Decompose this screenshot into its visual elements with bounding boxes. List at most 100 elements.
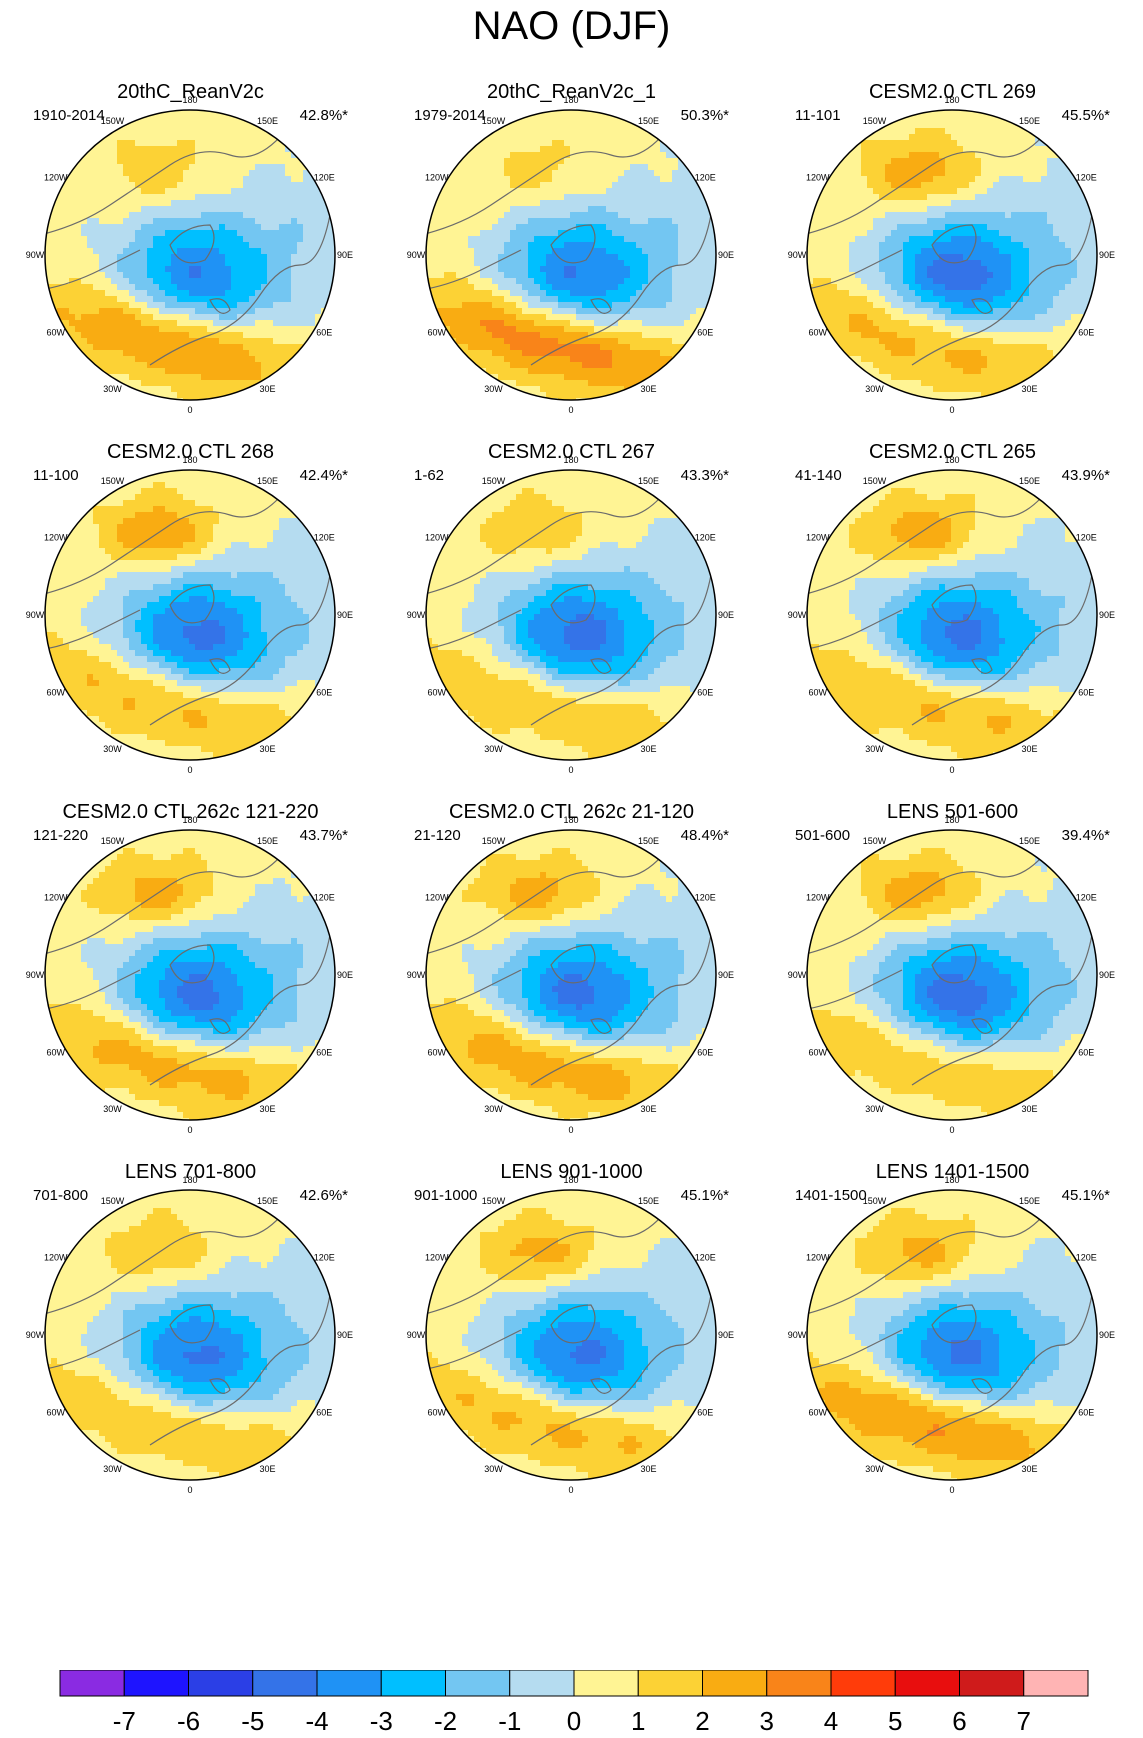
longitude-label: 90E: [718, 1330, 734, 1340]
colorbar-swatch: [123, 1670, 189, 1697]
longitude-label: 60E: [697, 328, 713, 338]
longitude-label: 0: [568, 765, 573, 775]
longitude-label: 30W: [103, 1104, 122, 1114]
colorbar-tick-label: -2: [434, 1706, 457, 1736]
variance-label: 45.5%*: [1062, 107, 1111, 124]
colorbar-swatch: [316, 1670, 382, 1697]
longitude-label: 180: [944, 95, 959, 105]
colorbar-swatch: [959, 1670, 1025, 1697]
longitude-label: 120W: [44, 173, 68, 183]
figure-title: NAO (DJF): [0, 2, 1143, 50]
longitude-label: 60E: [316, 1048, 332, 1058]
panel-title: 20thC_ReanV2c: [0, 80, 381, 104]
panel-title: CESM2.0 CTL 265: [762, 440, 1143, 464]
longitude-label: 30E: [640, 744, 656, 754]
longitude-label: 120E: [1076, 893, 1097, 903]
longitude-label: 150E: [1019, 476, 1040, 486]
polar-map: 180 150W 120W 90W 60W 30W 0 30E 60E 90E 120E 150E 19…: [407, 95, 734, 415]
longitude-label: 120E: [1076, 1253, 1097, 1263]
longitude-label: 120W: [806, 893, 830, 903]
longitude-label: 30E: [640, 1464, 656, 1474]
longitude-label: 90E: [718, 610, 734, 620]
variance-label: 42.6%*: [300, 1187, 349, 1204]
panel-2: 20thC_ReanV2c_1 180 150W 120W 90W 60W 30W 0 30E 6…: [381, 0, 762, 415]
variance-label: 43.3%*: [681, 467, 730, 484]
longitude-label: 60W: [428, 1048, 447, 1058]
longitude-label: 90E: [337, 970, 353, 980]
longitude-label: 0: [949, 1485, 954, 1495]
panel-title: LENS 501-600: [762, 800, 1143, 824]
longitude-label: 60W: [809, 688, 828, 698]
panel-10: LENS 701-800 180 150W 120W 90W 60W 30W 0 30E 60E 9…: [0, 1080, 381, 1495]
longitude-label: 180: [182, 815, 197, 825]
longitude-label: 30E: [640, 384, 656, 394]
longitude-label: 120E: [695, 1253, 716, 1263]
longitude-label: 0: [187, 1125, 192, 1135]
longitude-label: 120W: [44, 533, 68, 543]
longitude-label: 0: [187, 765, 192, 775]
contour-field: [426, 470, 716, 760]
longitude-label: 30W: [484, 1464, 503, 1474]
longitude-label: 120E: [695, 173, 716, 183]
longitude-label: 180: [182, 1175, 197, 1185]
longitude-label: 120W: [44, 893, 68, 903]
colorbar-swatch: [252, 1670, 318, 1697]
variance-label: 43.7%*: [300, 827, 349, 844]
colorbar-swatch: [380, 1670, 446, 1697]
longitude-label: 30E: [1021, 384, 1037, 394]
longitude-label: 60W: [428, 328, 447, 338]
longitude-label: 30E: [259, 1464, 275, 1474]
colorbar-swatch: [1023, 1670, 1089, 1697]
colorbar-swatch: [59, 1670, 125, 1697]
longitude-label: 150E: [257, 836, 278, 846]
colorbar-swatch: [894, 1670, 960, 1697]
longitude-label: 120E: [314, 1253, 335, 1263]
longitude-label: 60W: [809, 328, 828, 338]
longitude-label: 90E: [1099, 610, 1115, 620]
period-label: 11-101: [795, 107, 841, 124]
longitude-label: 150E: [257, 476, 278, 486]
panel-11: LENS 901-1000 180 150W 120W 90W 60W 30W 0 30E 60E…: [381, 1080, 762, 1495]
longitude-label: 150E: [638, 476, 659, 486]
variance-label: 43.9%*: [1062, 467, 1111, 484]
longitude-label: 30E: [1021, 1104, 1037, 1114]
period-label: 701-800: [33, 1187, 88, 1204]
longitude-label: 60E: [1078, 688, 1094, 698]
polar-map: 180 150W 120W 90W 60W 30W 0 30E 60E 90E 120E 150E 19…: [26, 95, 353, 415]
panel-title: CESM2.0 CTL 262c 21-120: [381, 800, 762, 824]
longitude-label: 90W: [788, 250, 807, 260]
longitude-label: 120W: [806, 173, 830, 183]
longitude-label: 120W: [425, 893, 449, 903]
panel-title: CESM2.0 CTL 262c 121-220: [0, 800, 381, 824]
longitude-label: 90W: [788, 610, 807, 620]
period-label: 121-220: [33, 827, 88, 844]
longitude-label: 180: [182, 95, 197, 105]
period-label: 1401-1500: [795, 1187, 867, 1204]
longitude-label: 60W: [809, 1048, 828, 1058]
longitude-label: 90W: [26, 610, 45, 620]
polar-map: 180 150W 120W 90W 60W 30W 0 30E 60E 90E 120E 150E 41…: [788, 455, 1115, 775]
longitude-label: 150W: [101, 836, 125, 846]
colorbar-swatch: [702, 1670, 768, 1697]
longitude-label: 60W: [428, 688, 447, 698]
colorbar-tick-label: 7: [1017, 1706, 1031, 1736]
longitude-label: 150E: [1019, 836, 1040, 846]
polar-map: 180 150W 120W 90W 60W 30W 0 30E 60E 90E 120E 150E 1-…: [407, 455, 734, 775]
panel-8: CESM2.0 CTL 262c 21-120 180 150W 120W 90W 60W…: [381, 720, 762, 1135]
longitude-label: 90W: [407, 610, 426, 620]
variance-label: 45.1%*: [681, 1187, 730, 1204]
longitude-label: 150E: [638, 836, 659, 846]
longitude-label: 120E: [314, 893, 335, 903]
panel-6: CESM2.0 CTL 265 180 150W 120W 90W 60W 30W 0 30E 6…: [762, 360, 1143, 775]
panel-title: CESM2.0 CTL 269: [762, 80, 1143, 104]
longitude-label: 90W: [26, 250, 45, 260]
colorbar-tick-label: 1: [631, 1706, 645, 1736]
longitude-label: 30E: [1021, 1464, 1037, 1474]
longitude-label: 30W: [103, 384, 122, 394]
colorbar-tick-label: 0: [567, 1706, 581, 1736]
colorbar-tick-label: -5: [241, 1706, 264, 1736]
polar-map: 180 150W 120W 90W 60W 30W 0 30E 60E 90E 120E 150E 14…: [788, 1175, 1115, 1495]
longitude-label: 120E: [314, 533, 335, 543]
longitude-label: 120E: [695, 893, 716, 903]
longitude-label: 30E: [259, 1104, 275, 1114]
